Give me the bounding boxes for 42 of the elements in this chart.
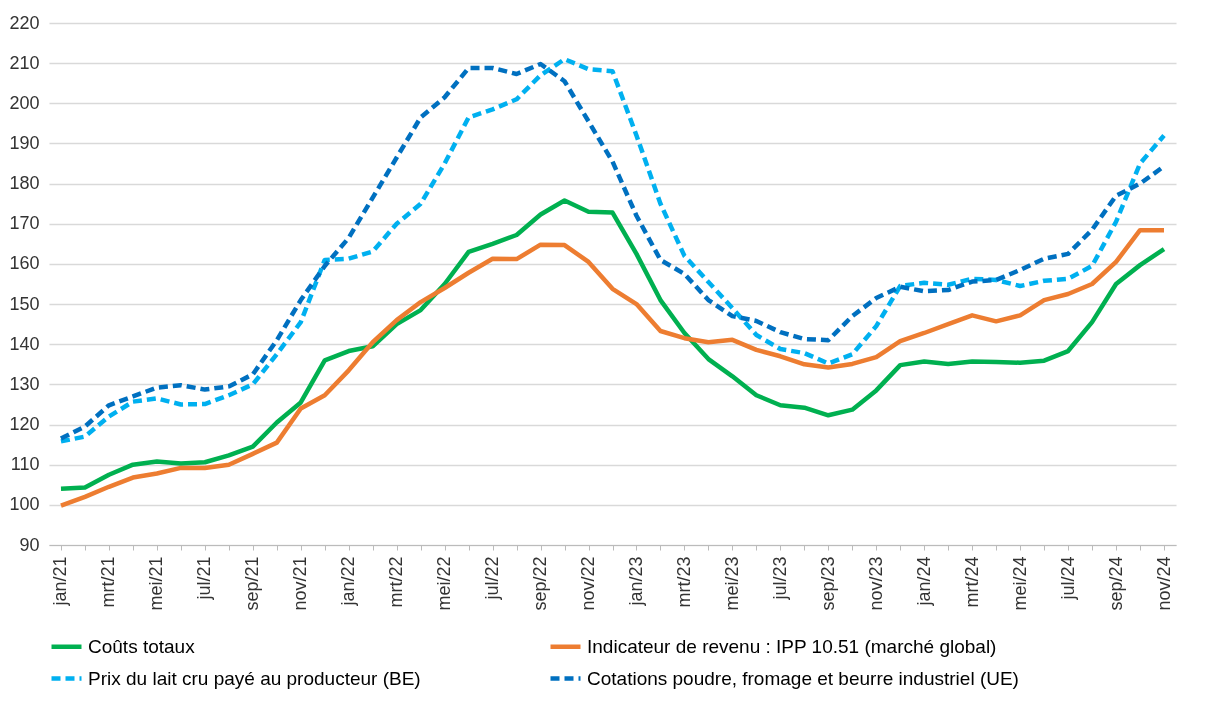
x-tick-label: sep/22: [530, 556, 551, 611]
x-tick-label: mei/24: [1009, 556, 1030, 611]
x-tick-label: mei/23: [721, 556, 742, 611]
x-tick-label: sep/21: [242, 556, 263, 611]
y-tick-label: 110: [10, 454, 40, 475]
y-tick-label: 210: [9, 52, 40, 73]
x-tick-label: jul/23: [769, 556, 790, 601]
x-tick-label: mrt/22: [386, 556, 407, 608]
y-tick-label: 90: [19, 534, 40, 555]
legend-label: Prix du lait cru payé au producteur (BE): [88, 667, 421, 689]
y-tick-label: 170: [9, 213, 40, 234]
x-tick-label: jul/21: [194, 556, 215, 601]
x-tick-label: jan/23: [625, 556, 646, 607]
x-tick-label: mrt/23: [673, 556, 694, 608]
y-tick-label: 160: [9, 253, 40, 274]
x-tick-label: jan/21: [50, 556, 71, 607]
legend-label: Indicateur de revenu : IPP 10.51 (marché global): [587, 635, 997, 657]
y-tick-label: 200: [9, 92, 40, 113]
x-tick-label: jan/22: [338, 556, 359, 607]
x-tick-label: jul/24: [1057, 556, 1078, 601]
x-tick-label: nov/22: [578, 556, 599, 611]
legend-label: Coûts totaux: [88, 635, 196, 657]
x-tick-label: sep/24: [1105, 556, 1126, 611]
legend-label: Cotations poudre, fromage et beurre industriel (UE): [587, 667, 1019, 689]
y-tick-label: 220: [9, 12, 40, 33]
y-tick-label: 140: [9, 333, 40, 354]
x-tick-label: nov/21: [290, 556, 311, 611]
x-tick-label: mei/21: [146, 556, 167, 611]
x-tick-label: mrt/24: [961, 556, 982, 608]
y-tick-label: 100: [9, 494, 40, 515]
x-tick-label: nov/23: [865, 556, 886, 611]
y-tick-label: 190: [9, 132, 40, 153]
x-tick-label: jan/24: [913, 556, 934, 607]
x-tick-label: sep/23: [817, 556, 838, 611]
y-tick-label: 120: [9, 414, 40, 435]
y-tick-label: 130: [9, 373, 40, 394]
x-tick-label: mrt/21: [98, 556, 119, 608]
x-tick-label: jul/22: [482, 556, 503, 601]
y-tick-label: 150: [9, 293, 40, 314]
y-tick-label: 180: [9, 173, 40, 194]
x-tick-label: nov/24: [1153, 556, 1174, 611]
x-tick-label: mei/22: [434, 556, 455, 611]
